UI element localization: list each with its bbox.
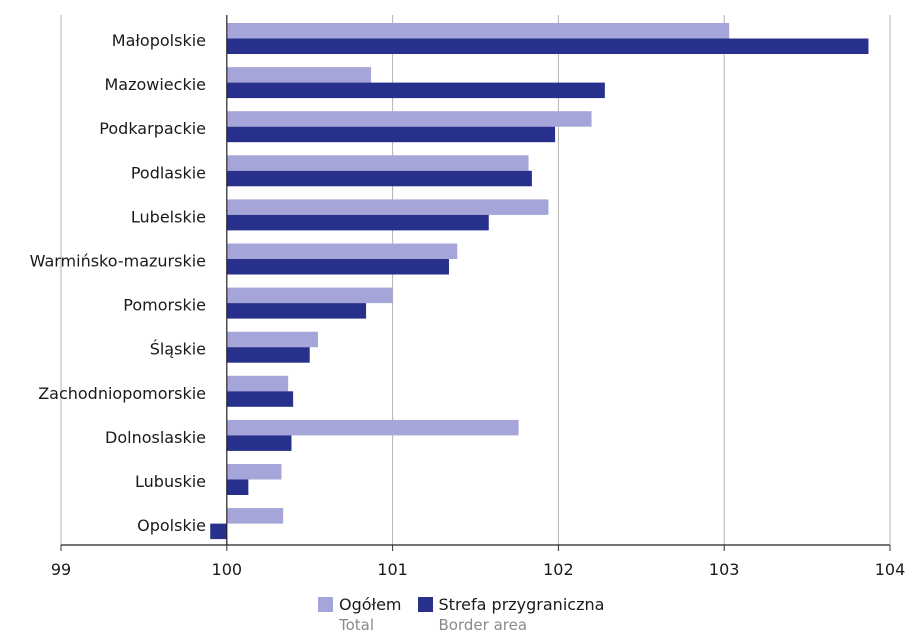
- category-label: Dolnoslaskie: [105, 428, 206, 447]
- category-label: Warmińsko-mazurskie: [30, 252, 206, 271]
- bar-total: [226, 375, 289, 392]
- bar-total: [226, 287, 393, 304]
- bar-chart: Małopolskie Mazowieckie Podkarpackie Podlas…: [30, 15, 905, 579]
- bar-total: [226, 508, 284, 524]
- x-tick-label: 102: [543, 560, 574, 579]
- legend-item-border-area: Strefa przygraniczna Border area: [417, 594, 605, 636]
- bar-total: [226, 23, 730, 39]
- category-label: Zachodniopomorskie: [38, 384, 206, 403]
- bar-total: [226, 111, 592, 127]
- bar-border-area: [226, 170, 532, 187]
- axes: [60, 15, 891, 551]
- bar-border-area: [226, 126, 556, 143]
- category-label: Opolskie: [137, 516, 206, 535]
- category-label: Podkarpackie: [99, 119, 206, 138]
- bars: [210, 23, 869, 540]
- category-label: Podlaskie: [131, 163, 206, 182]
- bar-border-area: [226, 303, 367, 319]
- gridlines: [60, 15, 891, 545]
- category-label: Małopolskie: [112, 31, 206, 50]
- legend-swatch-total: [318, 597, 333, 612]
- x-tick-label: 101: [377, 560, 408, 579]
- category-label: Lubelskie: [131, 207, 206, 226]
- bar-total: [226, 464, 282, 480]
- bar-total: [226, 155, 529, 171]
- bar-border-area: [226, 479, 249, 495]
- legend: Ogółem Total Strefa przygraniczna Border…: [318, 594, 604, 636]
- legend-label-total: Ogółem: [339, 595, 402, 614]
- legend-swatch-border-area: [417, 597, 433, 612]
- bar-total: [226, 67, 372, 83]
- bar-total: [226, 419, 519, 436]
- x-tick-label: 104: [875, 560, 906, 579]
- category-label: Lubuskie: [135, 472, 206, 491]
- bar-border-area: [226, 347, 310, 363]
- bar-border-area: [226, 82, 605, 99]
- legend-item-total: Ogółem Total: [318, 594, 402, 636]
- category-label: Pomorskie: [123, 296, 206, 315]
- bar-border-area: [210, 523, 227, 540]
- legend-label-border-area: Strefa przygraniczna: [438, 595, 605, 614]
- bar-border-area: [226, 391, 294, 407]
- bar-total: [226, 331, 318, 348]
- bar-border-area: [226, 259, 449, 275]
- legend-sublabel-border-area: Border area: [438, 616, 528, 634]
- category-label: Śląskie: [150, 340, 206, 359]
- tick-labels: 99 100 101 102 103 104: [51, 560, 905, 579]
- bar-total: [226, 243, 458, 259]
- bar-border-area: [226, 214, 489, 231]
- bar-total: [226, 199, 549, 215]
- legend-sublabel-total: Total: [339, 616, 375, 634]
- x-tick-label: 100: [212, 560, 243, 579]
- bar-border-area: [226, 38, 869, 54]
- category-label: Mazowieckie: [104, 75, 206, 94]
- category-labels: Małopolskie Mazowieckie Podkarpackie Podlas…: [30, 31, 206, 535]
- bar-border-area: [226, 435, 292, 451]
- x-tick-label: 99: [51, 560, 71, 579]
- x-tick-label: 103: [709, 560, 740, 579]
